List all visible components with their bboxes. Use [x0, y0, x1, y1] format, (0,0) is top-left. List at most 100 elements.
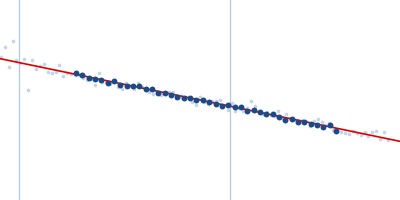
Point	[189, 101, 196, 104]
Point	[193, 99, 200, 102]
Point	[333, 129, 339, 132]
Point	[149, 88, 155, 91]
Point	[217, 99, 223, 102]
Point	[238, 106, 244, 109]
Point	[205, 102, 211, 105]
Point	[250, 109, 257, 112]
Point	[123, 82, 129, 85]
Point	[92, 84, 98, 87]
Point	[369, 131, 376, 134]
Point	[310, 120, 317, 123]
Point	[314, 123, 320, 126]
Point	[103, 81, 110, 84]
Point	[326, 123, 333, 126]
Point	[25, 88, 31, 91]
Point	[291, 118, 297, 121]
Point	[72, 73, 78, 76]
Point	[21, 58, 28, 61]
Point	[330, 128, 336, 132]
Point	[146, 91, 153, 94]
Point	[127, 84, 133, 87]
Point	[231, 105, 238, 109]
Point	[119, 88, 125, 91]
Point	[6, 65, 12, 69]
Point	[79, 73, 86, 77]
Point	[264, 110, 270, 113]
Point	[158, 94, 164, 97]
Point	[252, 104, 258, 107]
Point	[283, 112, 290, 115]
Point	[88, 77, 94, 80]
Point	[282, 118, 288, 121]
Point	[279, 117, 286, 120]
Point	[354, 131, 360, 134]
Point	[52, 71, 59, 74]
Point	[385, 138, 391, 141]
Point	[178, 95, 184, 98]
Point	[257, 111, 263, 114]
Point	[142, 86, 149, 89]
Point	[17, 62, 24, 65]
Point	[56, 64, 63, 67]
Point	[182, 95, 188, 98]
Point	[275, 110, 282, 113]
Point	[136, 84, 143, 87]
Point	[187, 97, 193, 100]
Point	[256, 109, 262, 112]
Point	[365, 134, 372, 137]
Point	[170, 90, 176, 93]
Point	[201, 101, 207, 104]
Point	[99, 81, 106, 84]
Point	[138, 86, 145, 89]
Point	[2, 46, 8, 49]
Point	[193, 103, 200, 107]
Point	[373, 130, 380, 133]
Point	[130, 84, 136, 88]
Point	[320, 125, 326, 129]
Point	[64, 72, 70, 75]
Point	[115, 86, 121, 89]
Point	[168, 93, 174, 97]
Point	[299, 119, 305, 122]
Point	[308, 123, 314, 126]
Point	[95, 72, 102, 75]
Point	[181, 96, 187, 100]
Point	[295, 120, 301, 123]
Point	[263, 112, 270, 115]
Point	[174, 94, 180, 97]
Point	[197, 95, 204, 99]
Point	[98, 78, 104, 81]
Point	[236, 106, 242, 109]
Point	[361, 130, 368, 134]
Point	[209, 99, 215, 103]
Point	[84, 78, 90, 82]
Point	[206, 100, 212, 103]
Point	[244, 110, 250, 113]
Point	[48, 71, 55, 74]
Point	[224, 109, 231, 112]
Point	[295, 119, 301, 122]
Point	[134, 82, 141, 85]
Point	[104, 81, 111, 84]
Point	[288, 117, 295, 120]
Point	[220, 104, 227, 107]
Point	[342, 131, 348, 135]
Point	[213, 99, 219, 102]
Point	[155, 91, 162, 94]
Point	[41, 62, 47, 65]
Point	[185, 96, 192, 99]
Point	[29, 58, 35, 62]
Point	[150, 92, 156, 96]
Point	[9, 40, 16, 43]
Point	[162, 92, 168, 95]
Point	[269, 112, 276, 115]
Point	[232, 109, 239, 112]
Point	[162, 92, 168, 95]
Point	[260, 112, 266, 115]
Point	[37, 64, 43, 67]
Point	[60, 74, 66, 78]
Point	[287, 116, 294, 120]
Point	[76, 74, 82, 77]
Point	[73, 72, 79, 75]
Point	[271, 114, 278, 117]
